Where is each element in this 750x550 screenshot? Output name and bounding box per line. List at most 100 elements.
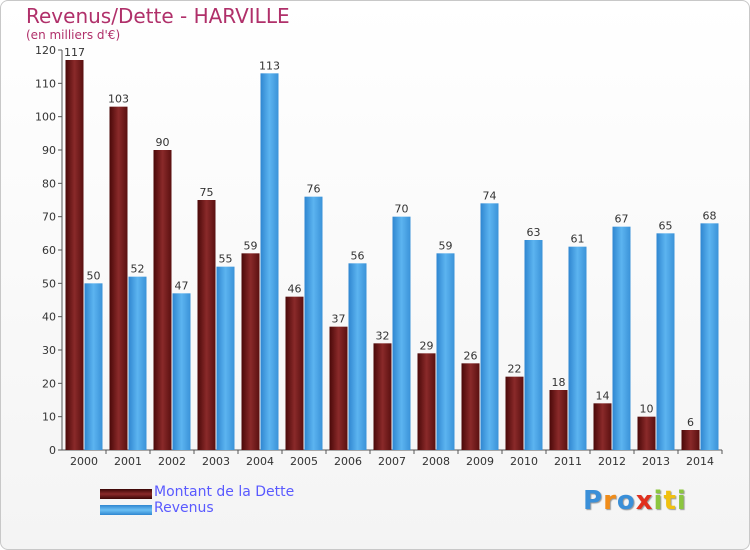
- y-tick-label: 0: [49, 444, 56, 457]
- bar-revenus: [700, 223, 719, 450]
- x-tick-label: 2000: [70, 455, 98, 468]
- bar-dette: [681, 430, 700, 450]
- data-label: 63: [527, 226, 541, 239]
- y-tick-label: 50: [42, 277, 56, 290]
- bar-revenus: [260, 73, 279, 450]
- bar-revenus: [128, 276, 147, 450]
- legend-swatch-debt: [100, 489, 152, 499]
- data-label: 70: [395, 203, 409, 216]
- legend-swatch-revenus: [100, 505, 152, 515]
- data-label: 56: [351, 249, 365, 262]
- data-label: 117: [64, 46, 85, 59]
- x-tick-label: 2001: [114, 455, 142, 468]
- data-label: 26: [464, 349, 478, 362]
- data-label: 18: [552, 376, 566, 389]
- data-label: 14: [596, 389, 610, 402]
- bar-dette: [329, 326, 348, 450]
- x-tick-label: 2005: [290, 455, 318, 468]
- data-label: 50: [87, 269, 101, 282]
- x-tick-label: 2003: [202, 455, 230, 468]
- data-label: 59: [244, 239, 258, 252]
- bar-dette: [285, 296, 304, 450]
- data-label: 22: [508, 363, 522, 376]
- bar-dette: [417, 353, 436, 450]
- logo-letter: r: [603, 486, 617, 516]
- bar-revenus: [656, 233, 675, 450]
- data-label: 59: [439, 239, 453, 252]
- logo-letter: t: [663, 486, 677, 516]
- data-label: 37: [332, 313, 346, 326]
- data-label: 75: [200, 186, 214, 199]
- y-tick-label: 100: [35, 111, 56, 124]
- x-tick-label: 2007: [378, 455, 406, 468]
- x-tick-label: 2009: [466, 455, 494, 468]
- x-tick-label: 2012: [598, 455, 626, 468]
- bar-dette: [65, 60, 84, 450]
- y-tick-label: 90: [42, 144, 56, 157]
- data-label: 90: [156, 136, 170, 149]
- y-tick-label: 110: [35, 77, 56, 90]
- data-label: 46: [288, 283, 302, 296]
- data-label: 52: [131, 263, 145, 276]
- x-tick-label: 2010: [510, 455, 538, 468]
- logo-letter: P: [583, 486, 604, 516]
- proxiti-logo: Proxiti: [583, 486, 687, 516]
- x-tick-label: 2004: [246, 455, 274, 468]
- chart-subtitle: (en milliers d'€): [26, 28, 121, 42]
- bar-revenus: [568, 246, 587, 450]
- data-label: 32: [376, 329, 390, 342]
- bar-revenus: [612, 226, 631, 450]
- bar-revenus: [304, 196, 323, 450]
- data-label: 6: [687, 416, 694, 429]
- y-tick-label: 120: [35, 44, 56, 57]
- y-tick-label: 30: [42, 344, 56, 357]
- data-label: 61: [571, 233, 585, 246]
- bar-dette: [637, 416, 656, 450]
- data-label: 65: [659, 219, 673, 232]
- bar-dette: [241, 253, 260, 450]
- logo-letter: x: [635, 486, 654, 516]
- logo-letter: i: [676, 486, 687, 516]
- data-label: 68: [703, 209, 717, 222]
- chart-title: Revenus/Dette - HARVILLE: [26, 4, 290, 28]
- data-label: 67: [615, 213, 629, 226]
- logo-letter: o: [616, 486, 636, 516]
- bar-dette: [549, 390, 568, 450]
- data-label: 74: [483, 189, 497, 202]
- y-tick-label: 70: [42, 211, 56, 224]
- bar-dette: [153, 150, 172, 450]
- bar-dette: [373, 343, 392, 450]
- data-label: 76: [307, 183, 321, 196]
- x-tick-label: 2011: [554, 455, 582, 468]
- x-tick-label: 2002: [158, 455, 186, 468]
- bar-revenus: [480, 203, 499, 450]
- x-tick-label: 2008: [422, 455, 450, 468]
- data-label: 10: [640, 403, 654, 416]
- bar-revenus: [84, 283, 103, 450]
- y-tick-label: 60: [42, 244, 56, 257]
- data-label: 113: [259, 59, 280, 72]
- bar-revenus: [392, 216, 411, 450]
- data-label: 55: [219, 253, 233, 266]
- y-tick-label: 10: [42, 411, 56, 424]
- bar-revenus: [348, 263, 367, 450]
- x-tick-label: 2006: [334, 455, 362, 468]
- data-label: 103: [108, 93, 129, 106]
- bar-revenus: [216, 266, 235, 450]
- data-label: 29: [420, 339, 434, 352]
- legend-label-revenus: Revenus: [154, 500, 214, 516]
- y-tick-label: 80: [42, 177, 56, 190]
- x-tick-label: 2013: [642, 455, 670, 468]
- y-tick-label: 20: [42, 377, 56, 390]
- bar-dette: [109, 106, 128, 451]
- legend-label-debt: Montant de la Dette: [154, 484, 295, 500]
- bar-revenus: [172, 293, 191, 450]
- bar-dette: [461, 363, 480, 450]
- bar-dette: [505, 376, 524, 450]
- y-tick-label: 40: [42, 311, 56, 324]
- x-tick-label: 2014: [686, 455, 714, 468]
- bar-revenus: [436, 253, 455, 450]
- logo-letter: i: [653, 486, 664, 516]
- bar-dette: [197, 200, 216, 450]
